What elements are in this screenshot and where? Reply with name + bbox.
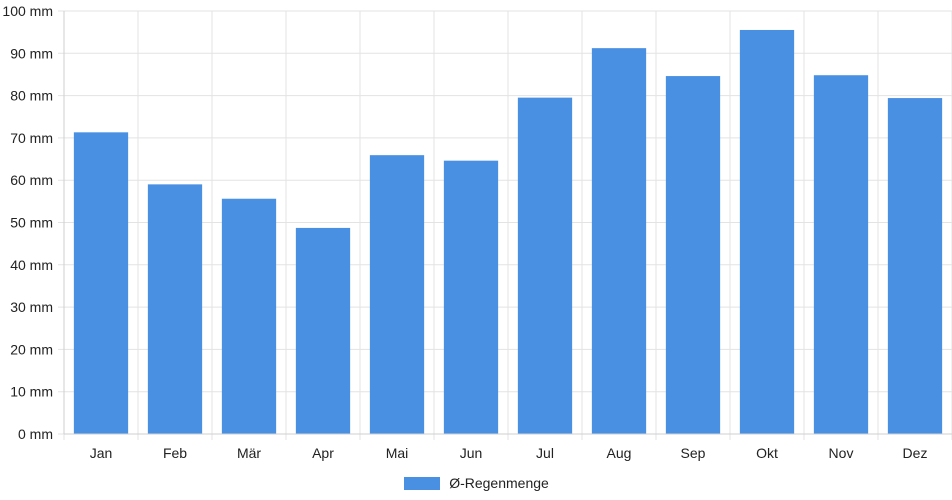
bar-aug xyxy=(591,48,647,435)
y-tick-label: 50 mm xyxy=(10,215,53,231)
axes: 0 mm 10 mm 20 mm 30 mm 40 mm 50 mm 60 mm 70 mm 8… xyxy=(2,3,952,461)
x-tick-label: Nov xyxy=(829,445,854,461)
y-tick-label: 100 mm xyxy=(2,3,53,19)
y-tick-label: 30 mm xyxy=(10,299,53,315)
bar-nov xyxy=(813,75,869,435)
legend-label: Ø-Regenmenge xyxy=(449,475,549,491)
bar-dez xyxy=(887,98,943,435)
legend-swatch xyxy=(403,475,442,491)
y-tick-label: 20 mm xyxy=(10,341,53,357)
bar-sep xyxy=(665,76,721,435)
x-tick-label: Okt xyxy=(756,445,778,461)
x-tick-label: Sep xyxy=(681,445,706,461)
chart-canvas: 0 mm 10 mm 20 mm 30 mm 40 mm 50 mm 60 mm 70 mm 8… xyxy=(2,3,952,461)
x-tick-label: Apr xyxy=(312,445,334,461)
x-tick-label: Jun xyxy=(460,445,483,461)
bar-feb xyxy=(147,184,203,435)
y-tick-label: 10 mm xyxy=(10,384,53,400)
x-tick-label: Dez xyxy=(903,445,928,461)
bars xyxy=(73,29,943,435)
y-tick-label: 0 mm xyxy=(18,426,53,442)
x-tick-label: Jul xyxy=(536,445,554,461)
bar-jul xyxy=(517,97,573,435)
bar-apr xyxy=(295,227,351,435)
y-tick-label: 60 mm xyxy=(10,172,53,188)
y-tick-label: 90 mm xyxy=(10,45,53,61)
legend[interactable]: Ø-Regenmenge xyxy=(0,472,952,494)
bar-jan xyxy=(73,132,129,435)
bar-jun xyxy=(443,160,499,435)
bar-mai xyxy=(369,155,425,435)
x-tick-label: Feb xyxy=(163,445,187,461)
x-tick-label: Jan xyxy=(90,445,113,461)
x-tick-label: Mai xyxy=(386,445,409,461)
x-tick-label: Aug xyxy=(607,445,632,461)
x-tick-label: Mär xyxy=(237,445,261,461)
bar-okt xyxy=(739,29,795,435)
y-tick-label: 80 mm xyxy=(10,88,53,104)
bar-mär xyxy=(221,198,277,435)
y-tick-label: 40 mm xyxy=(10,257,53,273)
y-tick-label: 70 mm xyxy=(10,130,53,146)
